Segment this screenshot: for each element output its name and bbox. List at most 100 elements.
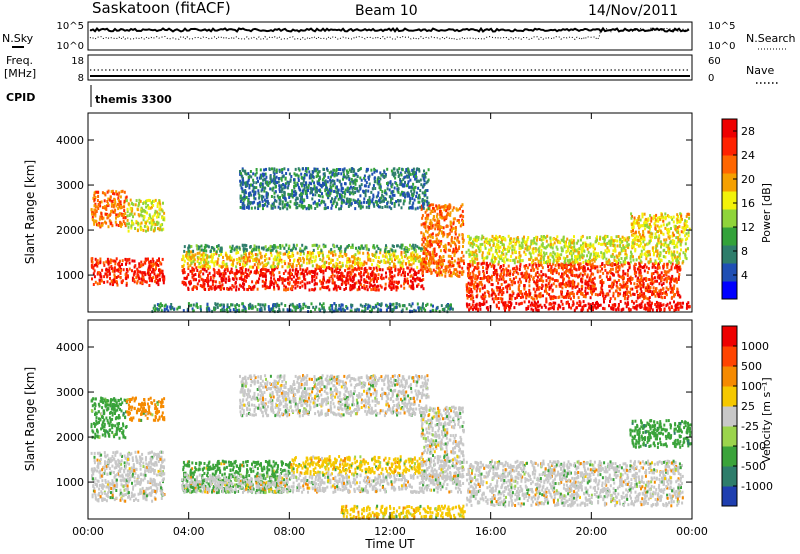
data-cell [486,278,489,282]
data-cell [199,269,202,273]
data-cell [354,207,357,211]
data-cell [366,251,369,255]
data-cell [669,284,672,288]
data-cell [582,264,585,268]
data-cell [525,279,528,283]
data-cell [644,243,647,247]
data-cell [189,269,192,273]
data-cell [426,217,429,221]
data-cell [265,175,268,179]
data-cell [390,207,393,211]
data-cell [407,168,410,172]
data-cell [189,258,192,262]
data-cell [256,257,259,261]
data-cell [239,179,242,183]
data-cell [333,173,336,176]
data-cell [137,204,140,208]
data-cell [255,186,258,190]
data-cell [620,275,623,279]
data-cell [400,246,403,250]
data-cell [402,271,404,275]
data-cell [468,288,471,292]
data-cell [258,277,261,281]
data-cell [576,292,579,296]
data-cell [373,167,376,171]
data-cell [337,197,340,201]
data-cell [313,200,316,204]
data-cell [409,206,412,209]
data-cell [483,297,486,301]
data-cell [190,259,193,263]
data-cell [452,206,455,210]
data-cell [152,199,154,203]
data-cell [247,268,250,272]
data-cell [337,247,340,250]
data-cell [183,267,186,271]
data-cell [413,253,415,257]
data-cell [670,265,673,269]
data-cell [146,225,149,229]
data-cell [453,259,456,263]
data-cell [371,197,374,201]
data-cell [301,182,304,186]
data-cell [399,179,402,183]
data-cell [326,286,329,290]
data-cell [277,196,280,200]
data-cell [310,175,313,178]
data-cell [273,244,276,248]
data-cell [348,264,351,268]
data-cell [427,225,430,229]
data-cell [359,247,361,251]
data-cell [131,259,134,263]
data-cell [265,194,268,197]
data-cell [140,221,143,225]
data-cell [487,276,489,280]
data-cell [104,272,107,276]
data-cell [216,245,218,248]
data-cell [247,205,250,209]
data-cell [162,274,165,278]
data-cell [322,286,325,289]
data-cell [390,253,393,257]
data-cell [113,202,116,206]
data-cell [104,212,107,216]
data-cell [252,193,255,197]
data-cell [676,293,679,297]
data-cell [422,201,425,205]
data-cell [256,176,259,180]
data-cell [221,279,223,283]
data-cell [469,260,472,263]
data-cell [653,264,656,268]
data-cell [352,198,355,202]
data-cell [281,279,284,283]
data-cell [370,288,373,292]
data-cell [625,287,628,291]
data-cell [394,256,397,260]
data-cell [408,263,411,267]
data-cell [364,191,367,195]
data-cell [244,184,247,188]
data-cell [366,168,369,172]
data-cell [303,198,306,202]
data-cell [405,253,408,257]
data-cell [359,264,362,268]
data-cell [130,224,133,228]
data-cell [280,176,283,180]
data-cell [669,261,672,265]
data-cell [561,272,563,276]
data-cell [188,252,191,256]
data-cell [427,168,430,172]
data-cell [347,170,350,174]
data-cell [491,263,494,267]
data-cell [192,249,195,253]
data-cell [256,253,259,257]
data-cell [101,191,104,195]
data-cell [267,286,270,290]
data-cell [257,265,260,269]
data-cell [313,243,316,247]
data-cell [373,177,376,181]
data-cell [298,276,301,280]
data-cell [549,268,552,272]
data-cell [220,272,222,276]
data-cell [414,277,417,281]
